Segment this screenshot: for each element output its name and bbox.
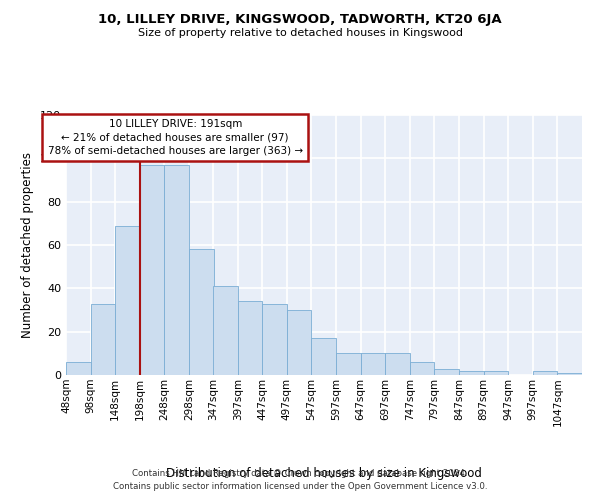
Bar — [115, 226, 140, 375]
Bar — [484, 370, 508, 375]
Bar — [189, 250, 214, 375]
Bar — [140, 165, 164, 375]
Text: Size of property relative to detached houses in Kingswood: Size of property relative to detached ho… — [137, 28, 463, 38]
Bar — [311, 338, 336, 375]
Bar — [557, 373, 582, 375]
Bar — [262, 304, 287, 375]
Bar — [385, 354, 410, 375]
Bar — [361, 354, 385, 375]
Text: 10 LILLEY DRIVE: 191sqm
← 21% of detached houses are smaller (97)
78% of semi-de: 10 LILLEY DRIVE: 191sqm ← 21% of detache… — [47, 120, 303, 156]
Bar — [164, 165, 189, 375]
Text: Distribution of detached houses by size in Kingswood: Distribution of detached houses by size … — [166, 467, 482, 480]
Text: 10, LILLEY DRIVE, KINGSWOOD, TADWORTH, KT20 6JA: 10, LILLEY DRIVE, KINGSWOOD, TADWORTH, K… — [98, 12, 502, 26]
Bar — [66, 362, 91, 375]
Bar — [533, 370, 557, 375]
Bar — [238, 302, 262, 375]
Bar — [410, 362, 434, 375]
Bar — [213, 286, 238, 375]
Text: Contains HM Land Registry data © Crown copyright and database right 2024.
Contai: Contains HM Land Registry data © Crown c… — [113, 470, 487, 491]
Y-axis label: Number of detached properties: Number of detached properties — [22, 152, 34, 338]
Bar — [434, 368, 459, 375]
Bar — [336, 354, 361, 375]
Bar — [287, 310, 311, 375]
Bar — [459, 370, 484, 375]
Bar — [91, 304, 115, 375]
